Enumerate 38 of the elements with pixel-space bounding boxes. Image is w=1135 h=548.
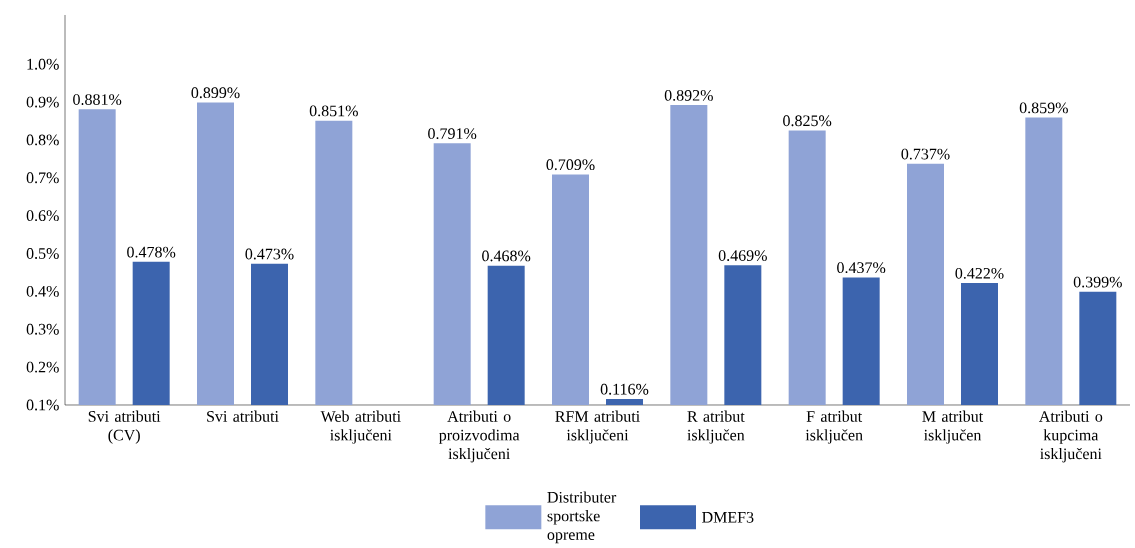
y-tick-label: 0.5%: [26, 248, 59, 259]
data-label: 0.859%: [1019, 102, 1068, 114]
y-tick-label: 0.4%: [26, 285, 59, 297]
data-label: 0.851%: [309, 105, 358, 117]
y-tick-label: 0.6%: [26, 210, 59, 222]
legend-label: Distributer sportske opreme: [547, 491, 617, 544]
data-label: 0.709%: [546, 159, 595, 171]
y-tick-label: 1.0%: [27, 58, 59, 70]
data-label: 0.825%: [783, 115, 832, 127]
y-tick-label: 0.8%: [26, 134, 59, 146]
data-label: 0.881%: [73, 94, 122, 105]
data-label: 0.478%: [127, 246, 176, 258]
x-tick-label: M atribut isključen: [922, 410, 984, 444]
x-tick-label: R atribut isključen: [687, 410, 745, 444]
y-tick-label: 0.9%: [26, 96, 59, 108]
data-label: 0.116%: [600, 383, 649, 395]
y-tick-label: 0.7%: [26, 172, 59, 184]
data-label: 0.892%: [664, 89, 713, 101]
x-tick-label: Svi atributi: [207, 410, 279, 422]
data-label: 0.437%: [837, 262, 886, 274]
data-label: 0.473%: [245, 248, 294, 260]
y-tick-label: 0.2%: [26, 361, 59, 373]
x-tick-label: Svi atributi (CV): [88, 410, 161, 444]
y-tick-label: 0.1%: [26, 399, 59, 411]
x-tick-label: Web atributi isključeni: [320, 410, 401, 444]
data-label: 0.791%: [428, 128, 477, 140]
y-tick-label: 0.3%: [26, 323, 59, 335]
data-label: 0.737%: [901, 148, 950, 160]
data-label: 0.899%: [191, 87, 240, 99]
x-tick-label: RFM atributi isključeni: [555, 410, 640, 444]
data-label: 0.399%: [1073, 276, 1122, 288]
x-tick-label: Atributi o proizvodima isključeni: [438, 410, 520, 463]
x-tick-label: Atributi o kupcima isključeni: [1038, 410, 1103, 463]
data-label: 0.422%: [955, 267, 1004, 279]
x-tick-label: F atribut isključen: [805, 410, 863, 444]
data-label: 0.468%: [482, 250, 531, 262]
legend-label: DMEF3: [702, 511, 754, 523]
data-label: 0.469%: [718, 250, 767, 261]
